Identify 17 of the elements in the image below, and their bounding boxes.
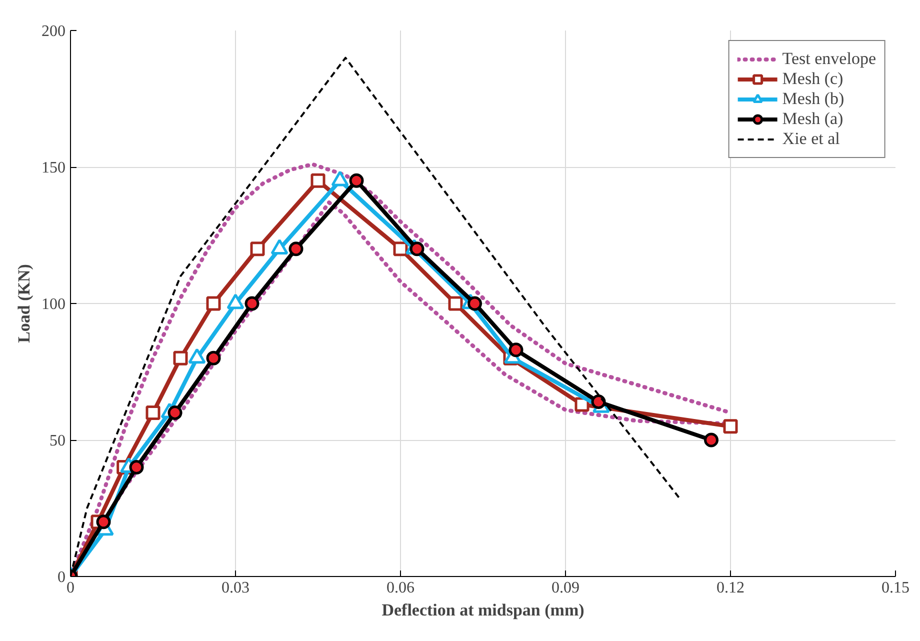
x-tick-label: 0.06 (386, 580, 414, 596)
x-tick-label: 0.12 (716, 580, 744, 596)
legend-label: Mesh (a) (782, 109, 844, 129)
y-tick-label: 200 (42, 23, 66, 40)
y-tick-label: 50 (50, 432, 66, 450)
y-tick-label: 150 (42, 160, 66, 176)
x-axis-title: Deflection at midspan (mm) (382, 600, 584, 620)
y-tick-label: 0 (58, 569, 66, 586)
legend-label: Test envelope (782, 49, 876, 69)
legend-label: Xie et al (782, 129, 840, 149)
y-axis-title: Load (KN) (14, 264, 34, 343)
x-tick-label: 0.15 (882, 580, 910, 596)
legend-label: Mesh (c) (782, 69, 844, 89)
x-tick-label: 0.03 (222, 580, 250, 596)
legend-label: Mesh (b) (782, 89, 844, 109)
x-tick-label: 0.09 (552, 580, 580, 596)
y-tick-label: 100 (42, 296, 66, 313)
